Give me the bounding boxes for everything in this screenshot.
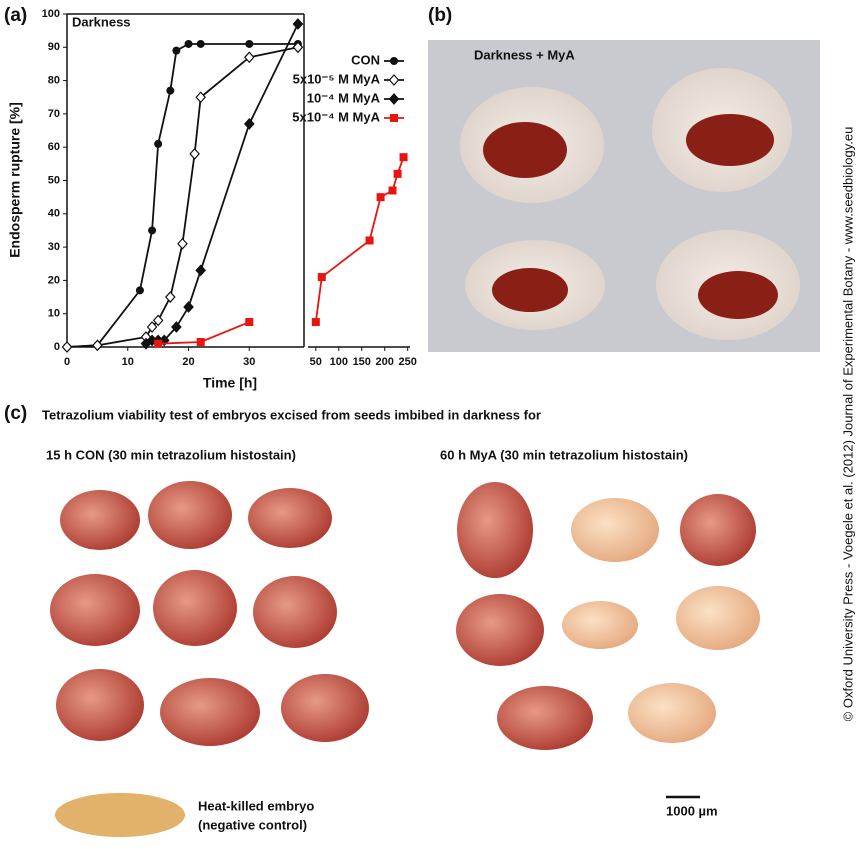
caption: (negative control): [198, 817, 307, 832]
y-axis-label: Endosperm rupture [%]: [7, 102, 23, 258]
x-tick-label: 100: [330, 356, 348, 368]
data-point: [317, 273, 326, 282]
data-point: [183, 301, 194, 313]
series-line: [66, 43, 298, 348]
data-point: [172, 46, 181, 55]
chart-title: Darkness: [72, 14, 131, 29]
data-point: [166, 86, 175, 95]
data-point: [292, 41, 304, 54]
embryo-photos: [50, 481, 760, 837]
x-tick-label: 30: [243, 356, 255, 368]
y-tick-label: 40: [48, 208, 60, 220]
caption: 60 h MyA (30 min tetrazolium histostain): [440, 447, 688, 462]
data-point: [146, 321, 158, 333]
series-line: [158, 156, 405, 345]
data-point: [376, 193, 385, 202]
data-point: [245, 318, 254, 327]
data-point: [196, 39, 205, 48]
data-point: [311, 318, 320, 327]
y-tick-label: 10: [48, 308, 60, 320]
data-point: [92, 339, 103, 352]
data-point: [152, 314, 164, 327]
legend-label: CON: [351, 52, 380, 67]
y-tick-label: 50: [48, 174, 60, 186]
data-point: [195, 91, 206, 104]
data-point: [196, 338, 205, 347]
data-point: [165, 291, 176, 303]
data-point: [148, 226, 157, 235]
panel-label: (b): [428, 5, 452, 26]
x-tick-label: 250: [399, 356, 417, 368]
y-tick-label: 20: [48, 274, 60, 286]
data-point: [365, 236, 374, 245]
data-point: [61, 341, 73, 353]
data-point: [244, 117, 255, 130]
y-tick-label: 80: [48, 75, 60, 87]
data-point: [388, 186, 397, 195]
legend-label: 5x10⁻⁴ M MyA: [292, 109, 380, 124]
caption: Heat-killed embryo: [198, 798, 314, 813]
data-point: [177, 237, 188, 250]
panel-label: (c): [4, 403, 27, 424]
legend-marker: [390, 114, 398, 122]
legend-marker: [390, 57, 398, 65]
legend-label: 5x10⁻⁵ M MyA: [293, 71, 381, 86]
y-tick-label: 70: [48, 108, 60, 120]
data-point: [195, 264, 206, 277]
data-point: [189, 147, 200, 160]
data-point: [184, 39, 193, 48]
y-tick-label: 100: [42, 8, 60, 20]
data-point: [245, 39, 254, 48]
data-point: [244, 51, 255, 64]
y-tick-label: 30: [48, 241, 60, 253]
legend-label: 10⁻⁴ M MyA: [307, 90, 381, 105]
credit: © Oxford University Press - Voegele et a…: [840, 127, 855, 722]
x-tick-label: 150: [353, 356, 371, 368]
y-tick-label: 0: [54, 341, 60, 353]
series-line: [66, 46, 299, 348]
data-point: [292, 18, 304, 30]
data-point: [393, 169, 402, 178]
legend-marker: [388, 74, 400, 86]
x-tick-label: 200: [376, 356, 394, 368]
y-tick-label: 60: [48, 141, 60, 153]
scale-label: 1000 µm: [666, 803, 718, 818]
y-tick-label: 90: [48, 41, 60, 53]
data-point: [154, 339, 163, 348]
x-tick-label: 0: [64, 356, 70, 368]
x-axis-label: Time [h]: [203, 375, 257, 391]
photo-title: Darkness + MyA: [474, 47, 575, 62]
x-tick-label: 10: [122, 356, 134, 368]
data-point: [154, 139, 163, 148]
data-point: [135, 286, 144, 295]
data-point: [171, 321, 182, 333]
data-point: [399, 153, 408, 162]
caption: 15 h CON (30 min tetrazolium histostain): [46, 447, 296, 462]
x-tick-label: 20: [182, 356, 194, 368]
x-tick-label: 50: [310, 356, 322, 368]
panel-title: Tetrazolium viability test of embryos ex…: [42, 407, 541, 422]
seed-photos: [460, 68, 800, 340]
legend-marker: [388, 93, 400, 105]
panel-label: (a): [4, 5, 27, 26]
